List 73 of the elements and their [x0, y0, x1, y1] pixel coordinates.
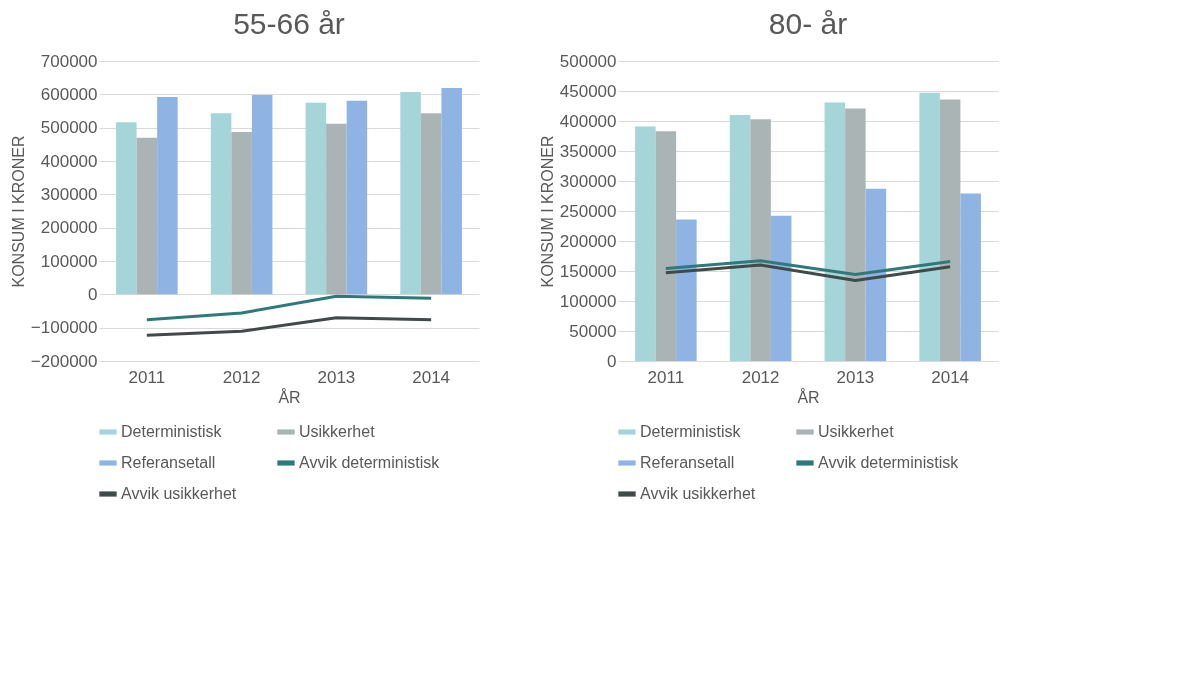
bar — [251, 95, 273, 295]
y-tick-label: 200000 — [40, 218, 98, 238]
x-axis-title: ÅR — [797, 387, 820, 406]
legend-label: Avvik deterministisk — [299, 454, 441, 471]
y-tick-label: 300000 — [559, 171, 617, 191]
legend-label: Referansetall — [640, 454, 735, 471]
bar — [676, 219, 697, 361]
bar — [635, 126, 656, 361]
bar — [231, 132, 252, 295]
bar — [865, 188, 887, 361]
y-tick-label: 50000 — [569, 321, 617, 341]
bar — [750, 119, 771, 361]
line-series — [664, 259, 952, 277]
y-tick-label: 350000 — [559, 141, 617, 161]
chart-title: 55-66 år — [233, 7, 345, 40]
bar — [305, 102, 327, 295]
y-tick-label: −200000 — [30, 351, 98, 371]
bar — [346, 100, 368, 295]
bar — [770, 215, 792, 361]
y-tick-label: 400000 — [40, 151, 98, 171]
bar — [326, 123, 347, 295]
bar — [729, 115, 751, 361]
y-axis-title: KONSUM I KRONER — [9, 135, 27, 288]
legend-label: Deterministisk — [640, 423, 742, 440]
y-tick-label: 100000 — [40, 251, 98, 271]
bar — [441, 88, 462, 295]
bar — [136, 137, 158, 295]
y-tick-label: 500000 — [559, 51, 617, 71]
y-tick-label: 500000 — [40, 118, 98, 138]
bar — [420, 113, 442, 295]
bar — [157, 97, 178, 295]
chart-title: 80- år — [768, 7, 848, 40]
y-tick-label: 250000 — [559, 201, 617, 221]
bar — [939, 99, 961, 361]
y-tick-label: 450000 — [559, 81, 617, 101]
bar — [824, 102, 846, 361]
x-tick-label: 2012 — [741, 367, 780, 387]
x-tick-label: 2011 — [128, 367, 166, 387]
legend-label: Usikkerhet — [818, 423, 895, 440]
bar — [919, 92, 940, 361]
y-tick-label: 600000 — [40, 84, 98, 104]
line-series — [664, 263, 952, 283]
x-tick-label: 2014 — [412, 367, 451, 387]
legend-label: Avvik deterministisk — [818, 454, 960, 471]
y-tick-label: 400000 — [559, 111, 617, 131]
y-tick-label: 300000 — [40, 184, 98, 204]
bar — [960, 193, 981, 361]
x-tick-label: 2013 — [836, 367, 875, 387]
legend-label: Avvik usikkerhet — [121, 485, 237, 502]
x-tick-label: 2013 — [317, 367, 356, 387]
x-tick-label: 2012 — [222, 367, 261, 387]
bar — [400, 92, 421, 295]
y-tick-label: 150000 — [559, 261, 617, 281]
x-tick-label: 2014 — [931, 367, 970, 387]
y-tick-label: 0 — [88, 284, 98, 304]
y-axis-title: KONSUM I KRONER — [538, 135, 556, 288]
y-tick-label: 700000 — [40, 51, 98, 71]
bar — [116, 122, 137, 295]
y-tick-label: −100000 — [30, 318, 98, 338]
y-tick-label: 200000 — [559, 231, 617, 251]
bar — [655, 131, 677, 361]
y-tick-label: 0 — [607, 351, 617, 371]
x-tick-label: 2011 — [647, 367, 685, 387]
bar — [210, 113, 232, 295]
x-axis-title: ÅR — [278, 387, 301, 406]
legend-label: Usikkerhet — [299, 423, 376, 440]
line-series — [145, 294, 433, 322]
line-series — [145, 316, 433, 337]
legend-label: Referansetall — [121, 454, 216, 471]
legend-label: Avvik usikkerhet — [640, 485, 756, 502]
bar — [845, 108, 866, 361]
legend-label: Deterministisk — [121, 423, 223, 440]
y-tick-label: 100000 — [559, 291, 617, 311]
